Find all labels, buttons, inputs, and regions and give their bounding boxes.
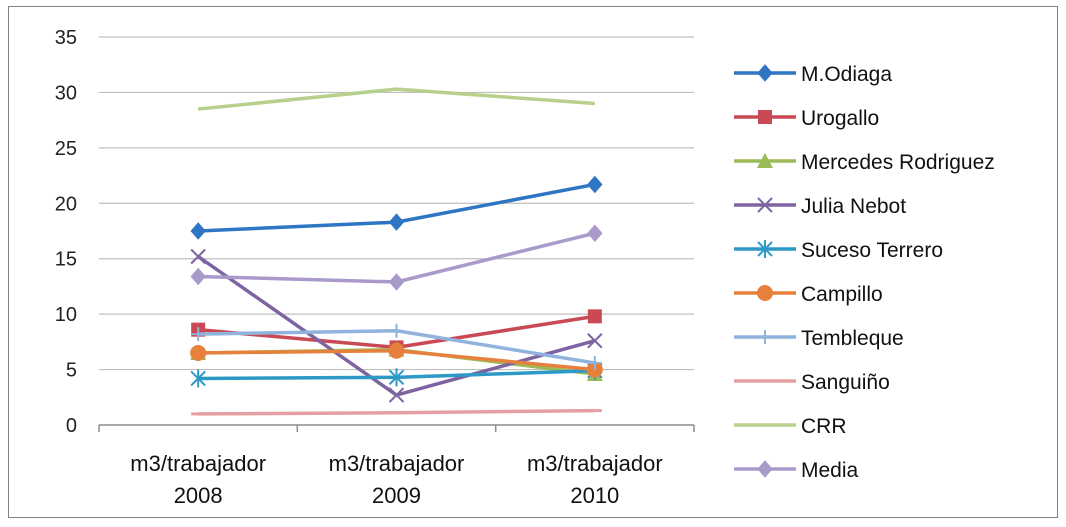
x-category-label: m3/trabajador 2009 bbox=[329, 451, 465, 508]
y-tick-label: 20 bbox=[55, 193, 77, 215]
y-tick-label: 10 bbox=[55, 304, 77, 326]
legend-label: Urogallo bbox=[801, 107, 879, 130]
series-sangui-o bbox=[191, 411, 602, 414]
legend-item: Media bbox=[734, 459, 859, 482]
y-tick-label: 30 bbox=[55, 82, 77, 104]
x-category-label: m3/trabajador 2010 bbox=[527, 451, 663, 508]
x-category-label-line: m3/trabajador bbox=[130, 451, 266, 476]
data-point-marker bbox=[191, 249, 205, 263]
legend-label: Media bbox=[801, 459, 859, 482]
data-point-marker bbox=[390, 274, 404, 290]
x-category-label-line: 2008 bbox=[174, 483, 223, 508]
x-category-label-line: 2010 bbox=[570, 483, 619, 508]
data-point-marker bbox=[190, 345, 206, 361]
legend-label: M.Odiaga bbox=[801, 63, 892, 86]
y-tick-label: 0 bbox=[66, 415, 77, 437]
legend-item: Suceso Terrero bbox=[734, 239, 943, 262]
chart-container: 0 5 10 15 20 25 30 35 m3/trabajador 2008 m3/trabaj… bbox=[8, 6, 1058, 518]
x-category-label-line: m3/trabajador bbox=[527, 451, 663, 476]
legend-label: Sanguiño bbox=[801, 371, 890, 394]
data-point-marker bbox=[389, 343, 405, 359]
legend-item: CRR bbox=[734, 415, 847, 438]
data-point-marker bbox=[191, 223, 205, 239]
legend-label: Campillo bbox=[801, 283, 883, 306]
x-category-label-line: m3/trabajador bbox=[329, 451, 465, 476]
data-point-marker bbox=[390, 214, 404, 230]
legend-item: Campillo bbox=[734, 283, 883, 306]
data-point-marker bbox=[191, 268, 205, 284]
data-point-marker bbox=[758, 65, 772, 81]
legend: M.Odiaga Urogallo Mercedes Rodriguez Julia … bbox=[734, 63, 995, 482]
legend-item: Tembleque bbox=[734, 327, 904, 350]
data-point-marker bbox=[588, 225, 602, 241]
data-point-marker bbox=[757, 285, 773, 301]
series-m-odiaga bbox=[191, 176, 602, 239]
y-tick-label: 25 bbox=[55, 138, 77, 160]
y-tick-label: 5 bbox=[66, 360, 77, 382]
y-tick-label: 35 bbox=[55, 27, 77, 49]
data-point-marker bbox=[758, 330, 772, 344]
legend-item: Mercedes Rodriguez bbox=[734, 151, 995, 174]
legend-label: Julia Nebot bbox=[801, 195, 906, 218]
gridlines bbox=[99, 37, 694, 370]
series-lines bbox=[190, 89, 603, 414]
legend-item: M.Odiaga bbox=[734, 63, 892, 86]
x-category-label: m3/trabajador 2008 bbox=[130, 451, 266, 508]
data-point-marker bbox=[588, 309, 602, 323]
legend-label: Mercedes Rodriguez bbox=[801, 151, 995, 174]
series-media bbox=[191, 225, 602, 290]
legend-item: Urogallo bbox=[734, 107, 879, 130]
legend-label: Tembleque bbox=[801, 327, 904, 350]
legend-item: Julia Nebot bbox=[734, 195, 906, 218]
y-tick-label: 15 bbox=[55, 249, 77, 271]
legend-item: Sanguiño bbox=[734, 371, 890, 394]
legend-label: CRR bbox=[801, 415, 847, 438]
data-point-marker bbox=[758, 461, 772, 477]
data-point-marker bbox=[588, 176, 602, 192]
x-category-label-line: 2009 bbox=[372, 483, 421, 508]
legend-label: Suceso Terrero bbox=[801, 239, 943, 262]
data-point-marker bbox=[758, 110, 772, 124]
data-point-marker bbox=[390, 324, 404, 338]
